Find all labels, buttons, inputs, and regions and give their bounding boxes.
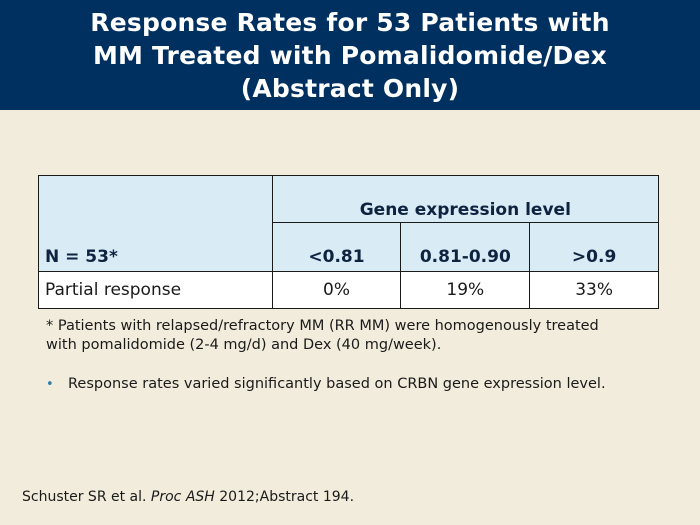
row-label: Partial response: [38, 271, 273, 309]
table-subheader-row: <0.81 0.81-0.90 >0.9: [38, 222, 659, 272]
citation-authors: Schuster SR et al.: [22, 489, 151, 505]
footnote-line-2: with pomalidomide (2-4 mg/d) and Dex (40…: [46, 337, 442, 353]
bullet-item: • Response rates varied significantly ba…: [46, 375, 666, 394]
footnote-line-1: * Patients with relapsed/refractory MM (…: [46, 318, 599, 334]
table-row: Partial response 0% 19% 33%: [38, 271, 659, 309]
citation-journal: Proc ASH: [150, 489, 215, 505]
table-header-row: N = 53* Gene expression level: [38, 175, 660, 272]
citation-rest: 2012;Abstract 194.: [214, 489, 355, 505]
response-table: N = 53* Gene expression level <0.81 0.81…: [38, 175, 660, 309]
column-header: <0.81: [271, 222, 402, 272]
table-cell: 0%: [271, 271, 402, 309]
bullet-dot-icon: •: [46, 377, 54, 392]
title-bar: Response Rates for 53 Patients with MM T…: [0, 0, 700, 110]
citation: Schuster SR et al. Proc ASH 2012;Abstrac…: [22, 489, 354, 505]
column-header: 0.81-0.90: [400, 222, 531, 272]
n-label-cell: N = 53*: [38, 175, 273, 272]
slide-title-line-2: MM Treated with Pomalidomide/Dex: [92, 40, 607, 70]
table-cell: 33%: [529, 271, 659, 309]
slide-title-line-1: Response Rates for 53 Patients with: [90, 7, 610, 37]
gene-expression-header: Gene expression level: [271, 175, 660, 223]
table-footnote: * Patients with relapsed/refractory MM (…: [46, 317, 666, 355]
column-header: >0.9: [529, 222, 659, 272]
slide-title-line-3: (Abstract Only): [240, 73, 460, 103]
bullet-text: Response rates varied significantly base…: [68, 376, 606, 392]
table-cell: 19%: [400, 271, 531, 309]
